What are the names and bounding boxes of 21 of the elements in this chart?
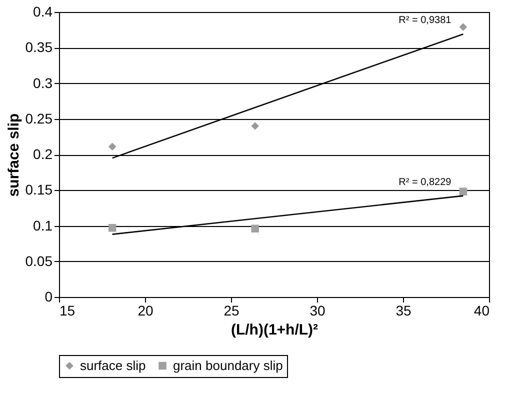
y-tick-label: 0.1 — [33, 217, 53, 234]
x-tick-label: 35 — [396, 302, 412, 318]
annotation: R² = 0,8229 — [398, 176, 452, 188]
x-axis-title: (L/h)(1+h/L)² — [230, 322, 318, 338]
x-tick-label: 30 — [310, 302, 326, 318]
y-tick-label: 0.05 — [25, 252, 53, 269]
y-tick-label: 0.25 — [25, 110, 53, 126]
annotation: R² = 0,9381 — [398, 15, 452, 26]
x-tick-label: 15 — [60, 302, 76, 318]
y-tick-label: 0 — [44, 288, 53, 304]
x-tick-label: 40 — [474, 302, 490, 318]
y-tick-label: 0.35 — [25, 39, 53, 56]
y-tick-label: 0.2 — [33, 146, 53, 162]
y-axis-title: surface slip — [5, 113, 22, 197]
y-tick-label: 0.15 — [25, 182, 53, 198]
x-tick-label: 25 — [224, 302, 240, 318]
legend-label: grain boundary slip — [173, 358, 283, 373]
y-tick-label: 0.3 — [33, 74, 53, 91]
y-tick-label: 0.4 — [33, 4, 53, 20]
x-tick-label: 20 — [138, 302, 154, 318]
legend-label: surface slip — [80, 358, 146, 373]
